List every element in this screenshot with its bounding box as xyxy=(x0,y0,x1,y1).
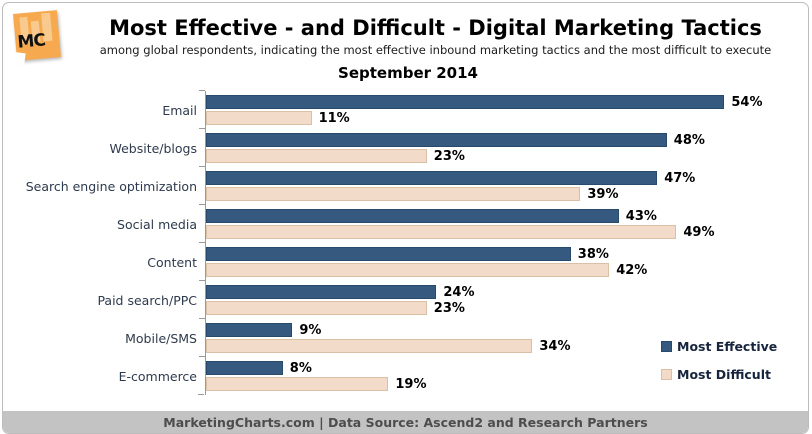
chart-row: Search engine optimization 47% 39% xyxy=(3,166,803,205)
most-effective-bar xyxy=(206,361,283,375)
most-effective-bar-line: 47% xyxy=(206,171,803,186)
most-difficult-bar xyxy=(206,263,610,277)
most-effective-bar-line: 54% xyxy=(206,95,803,110)
source-text: MarketingCharts.com | Data Source: Ascen… xyxy=(163,414,648,430)
legend-label: Most Effective xyxy=(677,339,778,354)
category-label: Mobile/SMS xyxy=(125,330,197,346)
most-difficult-bar-line: 23% xyxy=(206,301,803,316)
most-difficult-bar xyxy=(206,377,389,391)
most-effective-bar-line: 43% xyxy=(206,209,803,224)
bar-chart: Email 54% 11% Website/blogs 48% 23% xyxy=(3,90,803,395)
category-label: E-commerce xyxy=(118,368,197,384)
chart-title: Most Effective - and Difficult - Digital… xyxy=(109,16,762,40)
chart-row: E-commerce 8% 19% xyxy=(3,356,803,395)
most-difficult-bar-line: 34% xyxy=(206,339,803,354)
most-difficult-value-label: 23% xyxy=(433,148,465,164)
category-label: Content xyxy=(147,254,197,270)
most-difficult-bar xyxy=(206,339,533,353)
most-difficult-value-label: 42% xyxy=(616,262,648,278)
category-label: Social media xyxy=(117,216,197,232)
logo-text: MC xyxy=(16,30,46,53)
most-effective-bar xyxy=(206,285,437,299)
most-difficult-value-label: 19% xyxy=(395,376,427,392)
most-difficult-value-label: 23% xyxy=(433,300,465,316)
chart-row: Paid search/PPC 24% 23% xyxy=(3,280,803,319)
category-label: Website/blogs xyxy=(109,140,197,156)
most-difficult-swatch-icon xyxy=(661,369,672,380)
category-label: Paid search/PPC xyxy=(97,292,197,308)
most-effective-bar-line: 8% xyxy=(206,361,803,376)
most-effective-bar xyxy=(206,209,619,223)
most-effective-swatch-icon xyxy=(661,341,672,352)
chart-row: Mobile/SMS 9% 34% xyxy=(3,318,803,357)
chart-rows: Email 54% 11% Website/blogs 48% 23% xyxy=(3,90,803,395)
category-label: Email xyxy=(162,102,197,118)
most-effective-value-label: 54% xyxy=(731,94,763,110)
bar-group: 43% 49% xyxy=(199,204,803,243)
chart-row: Social media 43% 49% xyxy=(3,204,803,243)
most-effective-value-label: 38% xyxy=(577,246,609,262)
chart-legend: Most Effective Most Difficult xyxy=(661,339,777,395)
chart-row: Website/blogs 48% 23% xyxy=(3,128,803,167)
most-effective-bar xyxy=(206,323,293,337)
most-difficult-value-label: 11% xyxy=(318,110,350,126)
most-effective-bar xyxy=(206,95,725,109)
most-effective-bar xyxy=(206,247,571,261)
logo-paper-fold xyxy=(12,51,26,66)
most-difficult-bar xyxy=(206,187,581,201)
most-difficult-bar-line: 23% xyxy=(206,149,803,164)
most-difficult-value-label: 49% xyxy=(683,224,715,240)
most-difficult-bar xyxy=(206,149,427,163)
most-difficult-bar-line: 42% xyxy=(206,263,803,278)
most-effective-value-label: 24% xyxy=(443,284,475,300)
bar-group: 48% 23% xyxy=(199,128,803,167)
most-difficult-bar xyxy=(206,301,427,315)
bar-group: 8% 19% xyxy=(199,356,803,395)
chart-header: Most Effective - and Difficult - Digital… xyxy=(3,3,808,82)
bar-group: 9% 34% xyxy=(199,318,803,357)
most-effective-value-label: 43% xyxy=(625,208,657,224)
legend-entry-most-difficult: Most Difficult xyxy=(661,367,777,382)
chart-row: Email 54% 11% xyxy=(3,90,803,129)
bar-group: 38% 42% xyxy=(199,242,803,281)
most-difficult-bar xyxy=(206,111,312,125)
most-difficult-bar-line: 19% xyxy=(206,377,803,392)
most-effective-bar xyxy=(206,133,667,147)
most-effective-bar-line: 38% xyxy=(206,247,803,262)
most-difficult-value-label: 34% xyxy=(539,338,571,354)
most-effective-value-label: 9% xyxy=(299,322,322,338)
most-effective-value-label: 8% xyxy=(289,360,312,376)
most-effective-bar-line: 24% xyxy=(206,285,803,300)
category-label: Search engine optimization xyxy=(25,178,197,194)
bar-group: 54% 11% xyxy=(199,90,803,129)
chart-row: Content 38% 42% xyxy=(3,242,803,281)
most-effective-value-label: 47% xyxy=(664,170,696,186)
most-effective-bar-line: 48% xyxy=(206,133,803,148)
chart-subtitle: among global respondents, indicating the… xyxy=(99,43,772,58)
most-difficult-bar-line: 49% xyxy=(206,225,803,240)
most-effective-bar xyxy=(206,171,658,185)
most-difficult-value-label: 39% xyxy=(587,186,619,202)
chart-period: September 2014 xyxy=(338,64,478,83)
legend-entry-most-effective: Most Effective xyxy=(661,339,777,354)
bar-group: 47% 39% xyxy=(199,166,803,205)
marketingcharts-logo: MC xyxy=(12,10,61,66)
most-difficult-bar-line: 11% xyxy=(206,111,803,126)
most-difficult-bar xyxy=(206,225,677,239)
most-effective-bar-line: 9% xyxy=(206,323,803,338)
most-effective-value-label: 48% xyxy=(673,132,705,148)
legend-label: Most Difficult xyxy=(677,367,771,382)
source-bar: MarketingCharts.com | Data Source: Ascen… xyxy=(3,411,808,433)
most-difficult-bar-line: 39% xyxy=(206,187,803,202)
bar-group: 24% 23% xyxy=(199,280,803,319)
